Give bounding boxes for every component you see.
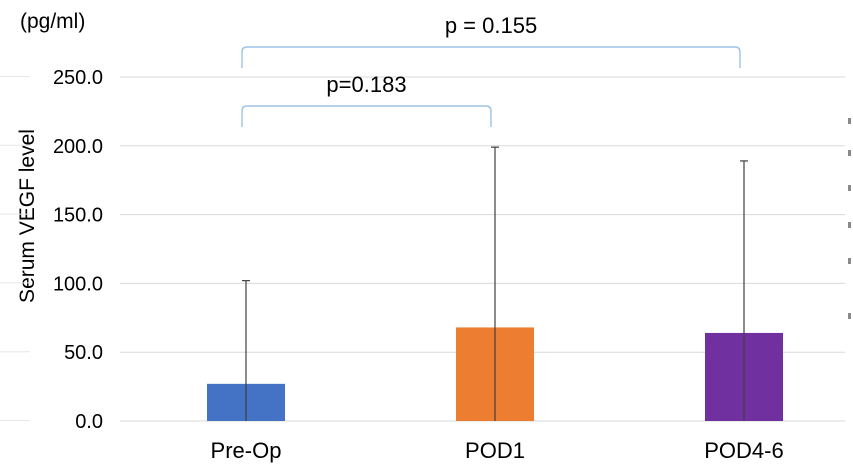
edge-mark: [848, 150, 851, 156]
y-tick-label: 200.0: [53, 136, 103, 158]
category-labels: Pre-Op POD1 POD4-6: [211, 438, 784, 463]
category-label: POD4-6: [704, 438, 783, 463]
right-edge-marks: [848, 118, 851, 319]
p-value-label: p=0.183: [326, 72, 406, 97]
significance-brackets: p=0.183 p = 0.155: [241, 13, 851, 319]
error-bars: [242, 146, 748, 421]
significance-bracket: [241, 105, 492, 127]
y-tick-label: 100.0: [53, 273, 103, 295]
y-tick-label: 250.0: [53, 67, 103, 89]
unit-label: (pg/ml): [20, 10, 85, 33]
edge-mark: [848, 222, 851, 228]
category-label: POD1: [465, 438, 525, 463]
edge-mark: [848, 313, 851, 319]
y-tick-label: 150.0: [53, 205, 103, 227]
edge-mark: [848, 185, 851, 191]
y-tick-label: 0.0: [75, 411, 103, 433]
y-tick-labels: 0.0 50.0 100.0 150.0 200.0 250.0: [53, 67, 103, 433]
y-tick-label: 50.0: [64, 342, 103, 364]
gridlines: [0, 76, 845, 422]
p-value-label: p = 0.155: [445, 13, 537, 38]
edge-mark: [848, 118, 851, 124]
y-axis-label: Serum VEGF level: [16, 129, 39, 303]
edge-mark: [848, 258, 851, 264]
category-label: Pre-Op: [211, 438, 282, 463]
significance-bracket: [241, 46, 741, 68]
